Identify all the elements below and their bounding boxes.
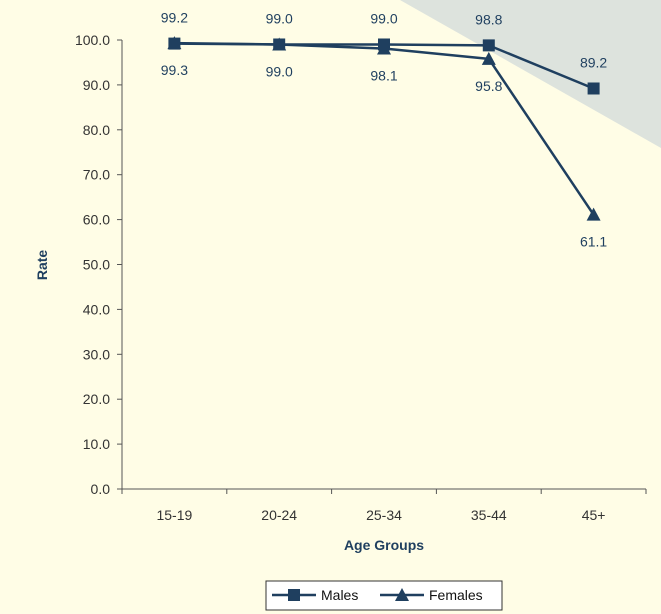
point-males: [587, 82, 600, 95]
point-females: [586, 207, 601, 221]
x-tick-label: 45+: [582, 507, 606, 523]
data-label-females: 61.1: [580, 234, 607, 250]
x-tick-label: 20-24: [261, 507, 297, 523]
legend-label-females: Females: [429, 587, 483, 603]
y-tick-label: 10.0: [83, 436, 110, 452]
data-label-males: 89.2: [580, 54, 607, 70]
legend: Males Females: [265, 580, 503, 611]
point-males: [378, 38, 390, 51]
y-tick-label: 0.0: [91, 481, 111, 497]
data-label-females: 99.0: [266, 63, 293, 79]
point-females: [481, 51, 496, 65]
point-males: [168, 37, 181, 50]
data-label-males: 98.8: [475, 11, 502, 27]
y-tick-label: 100.0: [75, 32, 110, 48]
series-layer: 99.2 99.0 99.0 98.8 89.2 99.3 99.0 98.1 95.8 61.1: [161, 10, 608, 250]
y-tick-label: 70.0: [83, 167, 110, 183]
x-tick-label: 25-34: [366, 507, 402, 523]
x-axis-ticks: 15-19 20-24 25-34 35-44 45+: [121, 489, 647, 523]
point-males: [273, 38, 286, 51]
x-tick-label: 15-19: [156, 507, 192, 523]
y-tick-label: 50.0: [83, 257, 110, 273]
data-label-males: 99.0: [370, 10, 397, 26]
y-axis-ticks: 0.0 10.0 20.0 30.0 40.0 50.0 60.0 70.0 80.0 90.0 1…: [75, 32, 122, 497]
y-tick-label: 40.0: [83, 301, 110, 317]
legend-label-males: Males: [321, 587, 358, 603]
x-tick-label: 35-44: [471, 507, 507, 523]
y-axis-title: Rate: [34, 250, 50, 281]
y-tick-label: 60.0: [83, 212, 110, 228]
data-label-females: 95.8: [475, 78, 502, 94]
x-axis-title: Age Groups: [344, 537, 424, 553]
y-tick-label: 90.0: [83, 77, 110, 93]
legend-marker-males: [288, 589, 300, 601]
data-label-males: 99.2: [161, 10, 188, 26]
y-tick-label: 20.0: [83, 391, 110, 407]
y-tick-label: 30.0: [83, 346, 110, 362]
data-label-females: 99.3: [161, 62, 188, 78]
legend-marker-females: [395, 588, 409, 601]
corner-decoration: [400, 0, 661, 148]
data-label-males: 99.0: [266, 10, 293, 26]
y-tick-label: 80.0: [83, 122, 110, 138]
point-males: [482, 39, 495, 52]
data-label-females: 98.1: [370, 68, 397, 84]
